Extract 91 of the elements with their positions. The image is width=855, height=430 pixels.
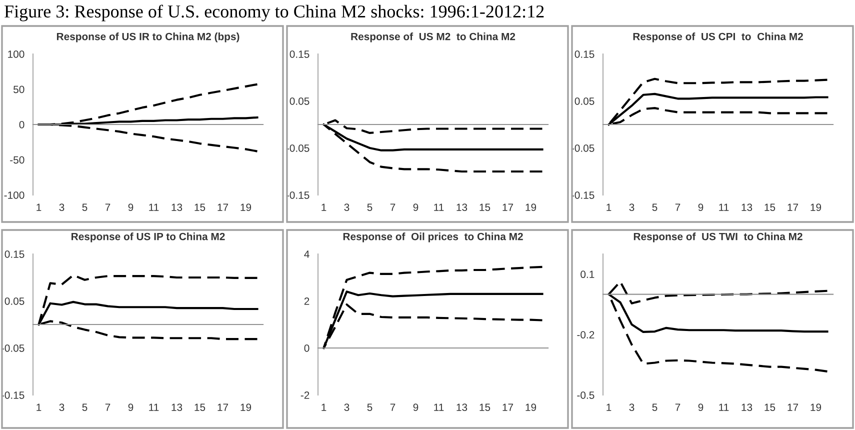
y-tick-label: -2: [300, 392, 310, 399]
x-tick-label: 3: [59, 404, 64, 411]
x-tick-label: 13: [742, 204, 752, 211]
x-tick-label: 1: [322, 204, 326, 211]
x-tick-label: 5: [367, 204, 372, 211]
x-tick-label: 1: [322, 404, 326, 411]
x-tick-label: 7: [675, 204, 680, 211]
x-tick-label: 15: [764, 404, 776, 411]
y-tick-label: -0.05: [286, 144, 310, 152]
x-tick-label: 9: [128, 204, 134, 211]
y-tick-label: 0.15: [574, 50, 594, 58]
x-tick-label: 15: [194, 204, 206, 211]
x-tick-label: 15: [480, 404, 490, 411]
x-tick-label: 7: [675, 404, 680, 411]
x-tick-label: 5: [652, 204, 658, 211]
chart-title: Response of US IR to China M2 (bps): [56, 32, 240, 42]
x-tick-label: 5: [82, 404, 88, 411]
x-tick-label: 11: [434, 204, 444, 211]
x-tick-label: 7: [105, 404, 110, 411]
x-tick-label: 5: [82, 204, 88, 211]
x-tick-label: 17: [218, 204, 228, 211]
y-tick-label: -0.05: [1, 344, 24, 352]
chart-title: Response of US IP to China M2: [72, 232, 225, 242]
caption: Figure 3: Response of U.S. economy to China M2 shocks: 1996:1-2012:12: [4, 4, 544, 22]
x-tick-label: 11: [719, 404, 729, 411]
x-tick-label: 3: [344, 404, 350, 411]
y-tick-label: -100: [4, 192, 24, 199]
x-tick-label: 19: [810, 204, 822, 211]
x-tick-label: 19: [240, 204, 252, 211]
x-tick-label: 13: [172, 404, 182, 411]
x-tick-label: 11: [149, 204, 159, 211]
x-tick-label: 15: [194, 404, 206, 411]
y-tick-label: -0.15: [1, 392, 24, 399]
y-tick-label: 0.05: [290, 98, 310, 105]
x-tick-label: 9: [128, 404, 134, 411]
x-tick-label: 7: [390, 404, 396, 411]
x-tick-label: 9: [413, 204, 418, 211]
y-tick-label: -0.05: [571, 144, 594, 152]
y-tick-label: 0.05: [574, 98, 594, 105]
y-tick-label: -0.15: [571, 192, 594, 199]
chart-title: Response of Oil prices to China M2: [343, 232, 523, 242]
x-tick-label: 17: [218, 404, 228, 411]
x-tick-label: 17: [788, 404, 798, 411]
y-tick-label: 4: [304, 250, 310, 258]
y-tick-label: -0.15: [286, 192, 310, 199]
x-tick-label: 9: [698, 404, 704, 411]
x-tick-label: 1: [36, 204, 42, 211]
x-tick-label: 17: [502, 204, 514, 211]
x-tick-label: 1: [36, 404, 42, 411]
y-tick-label: 0: [304, 344, 310, 352]
y-tick-label: 0.15: [290, 50, 310, 58]
x-tick-label: 13: [742, 404, 752, 411]
x-tick-label: 13: [172, 204, 182, 211]
chart-title: Response of US CPI to China M2: [633, 32, 803, 42]
x-tick-label: 11: [434, 404, 444, 411]
chart-title: Response of US TWI to China M2: [634, 232, 802, 242]
x-tick-label: 13: [456, 204, 468, 211]
x-tick-label: 17: [788, 204, 798, 211]
x-tick-label: 5: [652, 404, 658, 411]
y-tick-label: 100: [8, 50, 24, 58]
x-tick-label: 7: [105, 204, 110, 211]
y-tick-label: -0.5: [577, 392, 594, 399]
x-tick-label: 11: [149, 404, 159, 411]
x-tick-label: 3: [629, 204, 634, 211]
x-tick-label: 7: [390, 204, 396, 211]
x-tick-label: 3: [629, 404, 634, 411]
y-tick-label: 50: [14, 86, 24, 94]
x-tick-label: 9: [413, 404, 418, 411]
x-tick-label: 3: [344, 204, 350, 211]
x-tick-label: 15: [764, 204, 776, 211]
x-tick-label: 1: [606, 204, 612, 211]
x-tick-label: 3: [59, 204, 64, 211]
y-tick-label: -50: [10, 156, 24, 164]
chart-title: Response of US M2 to China M2: [351, 32, 516, 42]
x-tick-label: 9: [698, 204, 704, 211]
x-tick-label: 19: [810, 404, 822, 411]
x-tick-label: 11: [719, 204, 729, 211]
x-tick-label: 17: [502, 404, 514, 411]
y-tick-label: 0.05: [4, 298, 24, 305]
y-tick-label: 2: [304, 298, 310, 305]
x-tick-label: 19: [526, 204, 536, 211]
y-tick-label: 0: [19, 121, 24, 128]
y-tick-label: -0.2: [577, 331, 594, 338]
x-tick-label: 5: [367, 404, 372, 411]
x-tick-label: 19: [240, 404, 252, 411]
x-tick-label: 19: [526, 404, 536, 411]
y-tick-label: 0.1: [580, 270, 594, 278]
x-tick-label: 13: [456, 404, 468, 411]
x-tick-label: 1: [606, 404, 612, 411]
y-tick-label: 0.15: [4, 250, 24, 258]
x-tick-label: 15: [480, 204, 490, 211]
